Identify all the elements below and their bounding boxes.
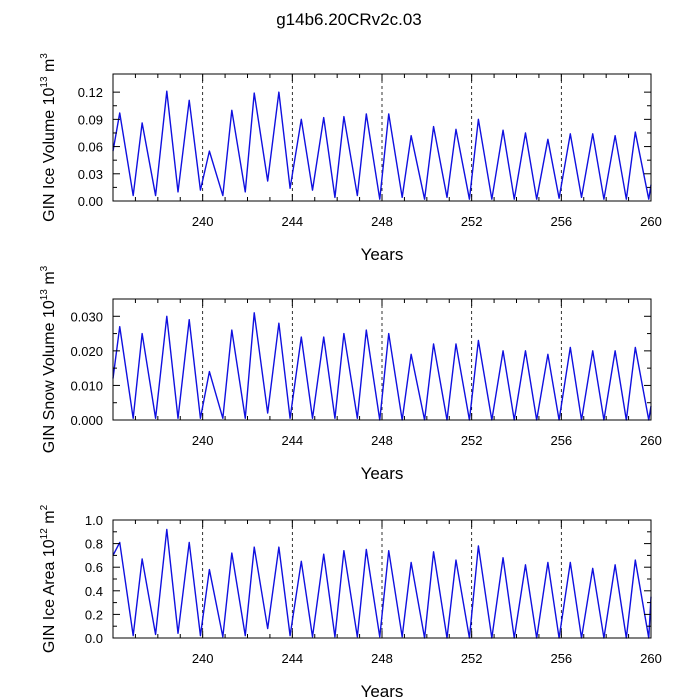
y-axis-label-exponent: 13	[39, 76, 50, 88]
x-axis-label: Years	[361, 464, 404, 483]
y-axis-label-text: GIN Ice Volume 10	[41, 87, 58, 221]
y-axis-label-unit: m	[41, 510, 58, 528]
figure-title: g14b6.20CRv2c.03	[276, 10, 422, 29]
y-tick-label: 0.020	[70, 344, 103, 359]
y-tick-label: 0.00	[78, 194, 103, 209]
x-tick-label: 252	[461, 433, 483, 448]
panel-3: 240 244 248 252 256 260 0.0 0.2 0.4 0.6 0.8 1.0 Year…	[39, 504, 662, 700]
y-axis-label-unit: m	[41, 59, 58, 77]
series-line	[112, 90, 652, 200]
x-axis-label: Years	[361, 682, 404, 700]
x-tick-label: 256	[550, 214, 572, 229]
y-axis-label-unit-exponent: 3	[39, 265, 50, 271]
y-tick-label: 0.06	[78, 140, 103, 155]
x-tick-label: 260	[640, 433, 662, 448]
x-tick-label: 252	[461, 651, 483, 666]
series-line	[112, 528, 652, 639]
y-axis-label-unit-exponent: 3	[39, 53, 50, 59]
y-axis-label: GIN Snow Volume 1013 m3	[39, 265, 58, 453]
x-tick-label: 248	[371, 433, 393, 448]
x-tick-label: 256	[550, 433, 572, 448]
panel-1: 240 244 248 252 256 260 0.00 0.03 0.06 0.09 0.12 Ye…	[39, 53, 662, 264]
y-tick-label: 0.03	[78, 167, 103, 182]
y-tick-label: 1.0	[85, 513, 103, 528]
y-tick-label: 0.12	[78, 85, 103, 100]
y-tick-label: 0.010	[70, 378, 103, 393]
x-axis-label: Years	[361, 245, 404, 264]
x-tick-label: 240	[192, 433, 214, 448]
y-tick-label: 0.6	[85, 560, 103, 575]
x-tick-label: 240	[192, 651, 214, 666]
y-axis-label-exponent: 13	[39, 289, 50, 301]
y-tick-label: 0.4	[85, 584, 103, 599]
y-axis-label-text: GIN Snow Volume 10	[41, 300, 58, 453]
x-tick-label: 244	[281, 433, 303, 448]
y-axis-label-text: GIN Ice Area 10	[41, 539, 58, 653]
y-axis-label-exponent: 12	[39, 528, 50, 540]
y-tick-label: 0.8	[85, 537, 103, 552]
y-tick-label: 0.0	[85, 631, 103, 646]
x-tick-label: 240	[192, 214, 214, 229]
y-tick-label: 0.09	[78, 112, 103, 127]
x-tick-label: 260	[640, 214, 662, 229]
series-line	[112, 312, 652, 421]
x-tick-label: 260	[640, 651, 662, 666]
y-axis-label: GIN Ice Volume 1013 m3	[39, 53, 58, 222]
x-tick-label: 244	[281, 651, 303, 666]
y-axis-label: GIN Ice Area 1012 m2	[39, 504, 58, 653]
y-tick-label: 0.2	[85, 607, 103, 622]
x-tick-label: 244	[281, 214, 303, 229]
y-axis-label-unit-exponent: 2	[39, 504, 50, 510]
x-tick-label: 256	[550, 651, 572, 666]
x-tick-label: 248	[371, 651, 393, 666]
y-tick-label: 0.000	[70, 413, 103, 428]
y-tick-label: 0.030	[70, 309, 103, 324]
x-tick-label: 252	[461, 214, 483, 229]
panel-2: 240 244 248 252 256 260 0.000 0.010 0.020 0.030 Ye…	[39, 265, 662, 483]
x-tick-label: 248	[371, 214, 393, 229]
y-axis-label-unit: m	[41, 271, 58, 289]
